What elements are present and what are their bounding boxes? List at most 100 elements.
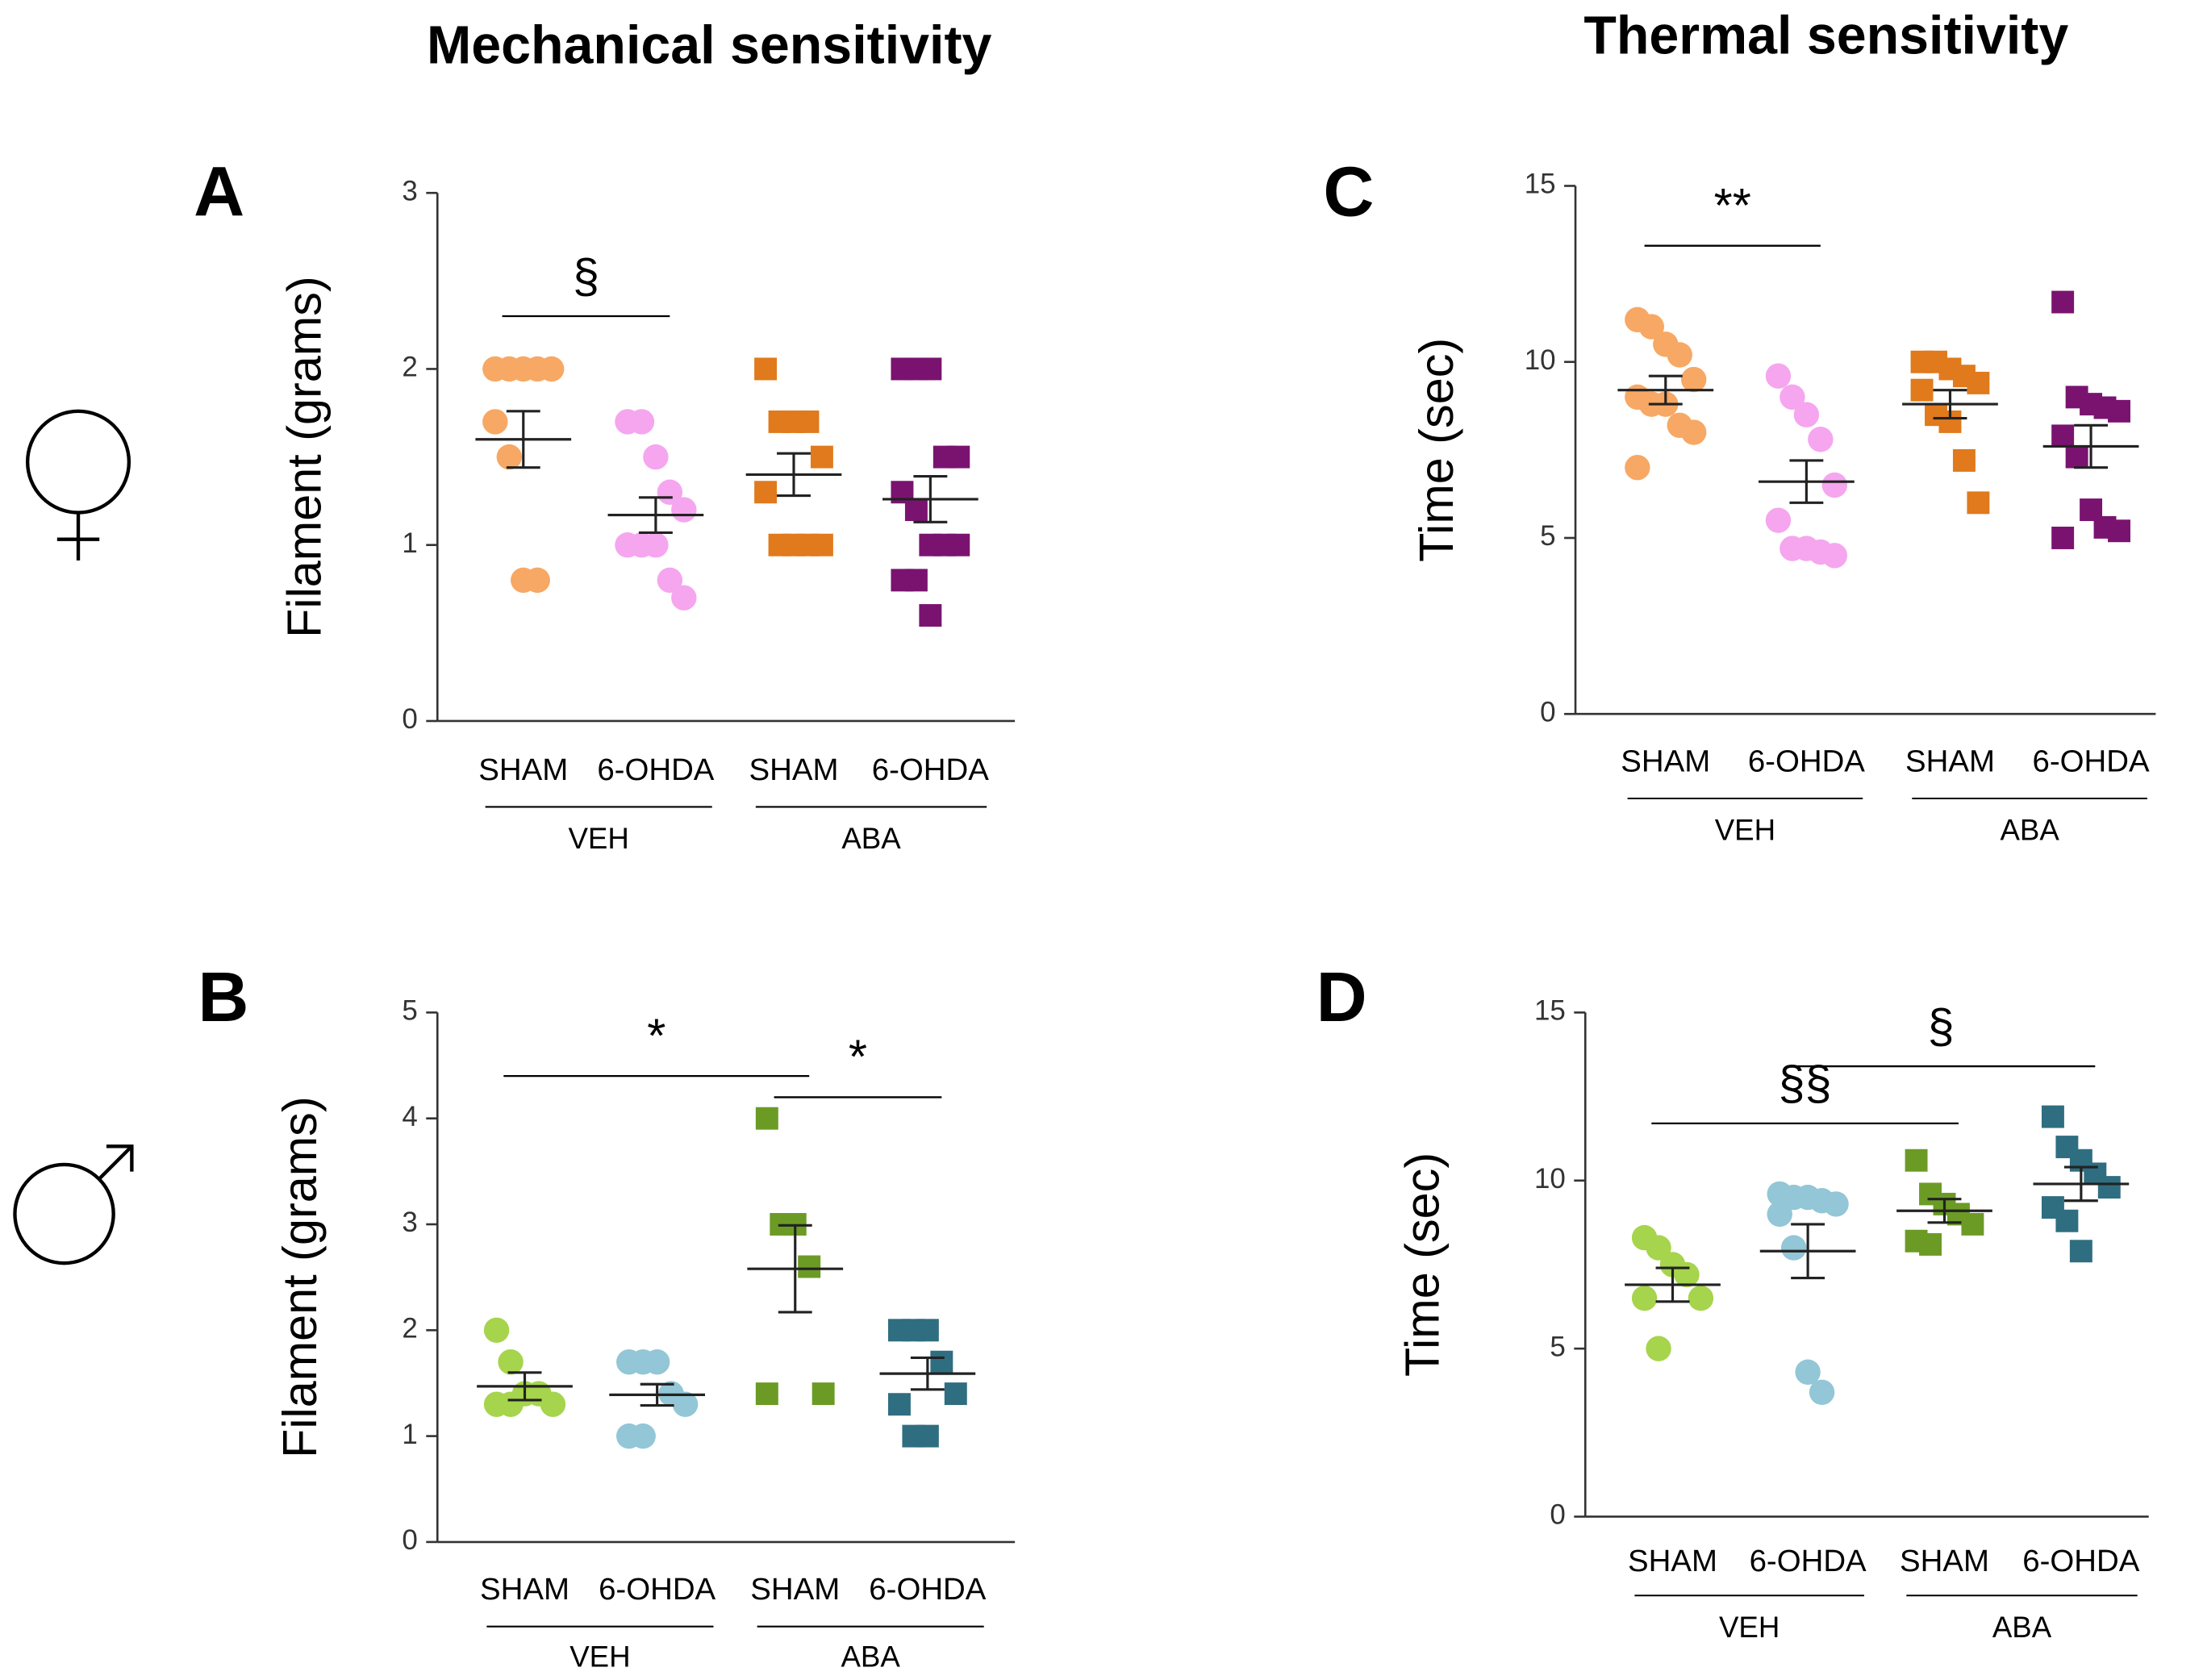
data-point (2108, 519, 2130, 543)
group-label: VEH (1719, 1611, 1780, 1644)
data-point (643, 532, 669, 558)
data-point (2041, 1105, 2064, 1128)
x-tick-label: 6-OHDA (872, 752, 989, 787)
y-tick-label: 2 (402, 1313, 417, 1344)
data-point (1961, 1212, 1984, 1236)
data-point (1688, 1285, 1714, 1311)
x-tick-label: SHAM (1628, 1544, 1717, 1578)
group-label: VEH (570, 1640, 630, 1673)
data-point (2097, 1176, 2121, 1199)
data-point (1780, 1235, 1807, 1261)
y-axis-label: Filament (grams) (277, 276, 331, 638)
x-tick-label: SHAM (1621, 744, 1710, 778)
data-point (672, 1391, 699, 1417)
data-point (628, 409, 655, 435)
data-point (904, 569, 928, 592)
significance-label: §§ (1779, 1056, 1832, 1110)
data-point (630, 1423, 656, 1449)
data-point (755, 1107, 778, 1130)
x-tick-label: 6-OHDA (1750, 1544, 1867, 1578)
data-point (524, 567, 550, 594)
data-point (643, 444, 669, 470)
x-tick-label: SHAM (749, 752, 839, 787)
data-point (755, 1382, 778, 1406)
x-tick-label: 6-OHDA (2033, 744, 2150, 778)
data-point (1646, 1235, 1671, 1261)
data-point (2069, 1240, 2092, 1263)
data-point (1808, 427, 1834, 452)
data-point (2051, 424, 2075, 448)
y-tick-label: 10 (1525, 344, 1556, 376)
data-point (483, 1317, 510, 1344)
x-tick-label: 6-OHDA (2022, 1544, 2139, 1578)
y-tick-label: 3 (402, 1207, 417, 1238)
x-tick-label: SHAM (480, 1572, 570, 1607)
data-point (1821, 543, 1848, 569)
y-tick-label: 0 (402, 703, 417, 735)
data-point (2108, 399, 2130, 423)
data-point (1646, 1336, 1671, 1361)
y-axis-label: Time (sec) (1396, 1153, 1450, 1377)
y-tick-label: 5 (1540, 520, 1555, 552)
group-label: ABA (2000, 814, 2059, 847)
data-point (1765, 363, 1792, 389)
data-point (887, 1393, 911, 1416)
data-point (916, 1424, 939, 1448)
data-point (496, 444, 523, 470)
x-tick-label: SHAM (478, 752, 568, 787)
y-tick-label: 1 (402, 1419, 417, 1450)
data-point (916, 1319, 939, 1342)
x-tick-label: 6-OHDA (599, 1572, 716, 1607)
data-point (482, 409, 508, 435)
data-point (1952, 448, 1976, 472)
data-point (1919, 1232, 1942, 1256)
data-point (810, 445, 833, 469)
data-point (798, 1255, 821, 1278)
y-tick-label: 2 (402, 352, 417, 383)
group-label: ABA (841, 1640, 900, 1673)
group-label: ABA (841, 822, 901, 855)
data-point (2051, 290, 2075, 314)
panel-letter: A (194, 152, 244, 231)
panel-letter: B (198, 957, 248, 1036)
y-tick-label: 5 (402, 995, 417, 1027)
data-point (812, 1382, 835, 1406)
data-point (1780, 384, 1805, 411)
significance-label: * (849, 1030, 867, 1084)
data-point (1625, 454, 1650, 481)
data-point (540, 1391, 566, 1417)
x-tick-label: 6-OHDA (597, 752, 714, 787)
data-point (1910, 378, 1934, 402)
data-point (1667, 342, 1692, 368)
data-point (1765, 507, 1792, 533)
heading: Thermal sensitivity (1583, 6, 2068, 65)
heading: Mechanical sensitivity (427, 16, 992, 76)
significance-label: § (573, 248, 599, 302)
panel-letter: D (1316, 957, 1367, 1036)
data-point (2051, 527, 2075, 549)
data-point (810, 533, 833, 557)
data-point (1905, 1148, 1928, 1172)
data-point (1638, 314, 1665, 340)
y-tick-label: 15 (1534, 995, 1566, 1027)
data-point (947, 533, 970, 557)
data-point (538, 356, 565, 382)
x-tick-label: SHAM (1900, 1544, 1989, 1578)
significance-label: ** (1714, 178, 1751, 232)
data-point (1823, 1191, 1849, 1217)
y-axis-label: Filament (grams) (273, 1096, 327, 1458)
group-label: VEH (568, 822, 628, 855)
data-point (919, 604, 942, 627)
y-tick-label: 4 (402, 1101, 417, 1132)
data-point (1793, 402, 1820, 427)
data-point (1680, 366, 1707, 393)
data-point (1767, 1201, 1792, 1228)
group-label: ABA (1992, 1611, 2052, 1644)
data-point (754, 481, 778, 504)
y-tick-label: 3 (402, 175, 417, 206)
y-tick-label: 0 (1540, 696, 1555, 727)
data-point (657, 567, 683, 594)
data-point (754, 357, 778, 381)
data-point (1809, 1379, 1835, 1405)
